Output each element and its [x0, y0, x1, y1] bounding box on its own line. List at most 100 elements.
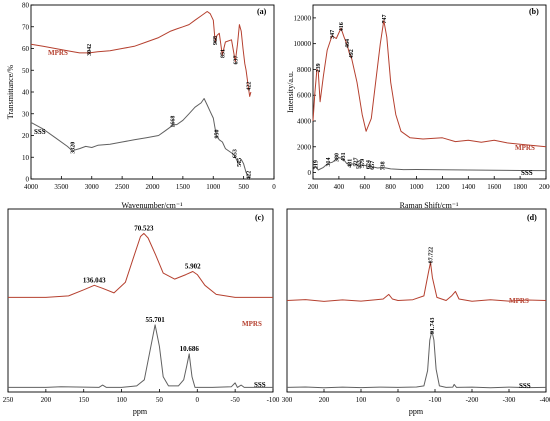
peak-label: 624 — [366, 160, 372, 169]
peak-label: 10.686 — [180, 345, 200, 353]
peak-label: 579 — [360, 159, 366, 168]
panel-a-series — [30, 11, 252, 178]
panel-c-series-label-mprs: MPRS — [242, 320, 262, 328]
y-tick-label: 8000 — [297, 66, 312, 74]
peak-label: 464 — [345, 39, 351, 48]
x-tick-label: 4000 — [24, 183, 39, 191]
y-tick-label: 6000 — [297, 92, 312, 100]
peak-label: 492 — [349, 49, 355, 58]
x-tick-label: 2000 — [146, 183, 161, 191]
x-tick-label: 200 — [308, 183, 319, 191]
x-tick-label: 800 — [385, 183, 396, 191]
x-tick-label: 100 — [356, 396, 367, 404]
panel-b-series-label-sss: SSS — [521, 169, 533, 177]
panel-d-series-label-mprs: MPRS — [509, 297, 529, 305]
panel-c-axes: 250 200 150 100 50 0 -50 -100 — [3, 389, 280, 404]
panel-a-xlabel: Wavenumber/cm⁻¹ — [121, 201, 183, 210]
panel-c-tag: (c) — [255, 213, 264, 222]
series-line-mprs — [312, 20, 547, 148]
x-tick-label: -50 — [230, 396, 240, 404]
x-tick-label: 400 — [334, 183, 345, 191]
peak-label: 553 — [357, 160, 363, 169]
x-tick-label: 1600 — [487, 183, 502, 191]
peak-label: 3042 — [87, 44, 93, 56]
peak-label: 5.902 — [185, 263, 201, 271]
peak-label: 314 — [326, 158, 332, 167]
x-tick-label: 1000 — [206, 183, 221, 191]
series-line-mprs — [286, 261, 547, 302]
peak-label: 481 — [347, 159, 353, 168]
x-tick-label: -300 — [503, 396, 516, 404]
panel-a-ylabel: Transmittance/% — [6, 64, 15, 119]
peak-label: 747 — [382, 15, 388, 24]
panel-d-xlabel: ppm — [409, 407, 424, 416]
panel-b-frame — [312, 4, 547, 180]
y-tick-label: 40 — [22, 89, 30, 97]
x-tick-label: 300 — [282, 396, 293, 404]
y-tick-label: 80 — [22, 2, 30, 10]
x-tick-label: 100 — [116, 396, 127, 404]
x-tick-label: 3000 — [85, 183, 100, 191]
panel-d-series — [286, 261, 547, 389]
x-tick-label: 500 — [238, 183, 249, 191]
panel-b-tag: (b) — [529, 7, 539, 16]
x-tick-label: 2500 — [115, 183, 130, 191]
panel-b-ylabel: Intensity/a.u. — [286, 71, 295, 113]
panel-c-annotations: 136.043 70.523 5.902 55.701 10.686 — [83, 224, 201, 353]
x-tick-label: 1500 — [176, 183, 191, 191]
series-line-sss — [30, 98, 250, 178]
series-line-sss — [286, 330, 547, 389]
peak-label: -87.722 — [429, 247, 435, 266]
panel-d-annotations: -87.722 91.743 — [429, 247, 436, 334]
x-tick-label: -100 — [429, 396, 442, 404]
x-tick-label: 2000 — [539, 183, 550, 191]
y-tick-label: 10000 — [294, 40, 312, 48]
y-tick-label: 4000 — [297, 118, 312, 126]
x-tick-label: 200 — [41, 396, 52, 404]
panel-a-axes: 4000 3500 3000 2500 2000 1500 1000 500 0 0 10 20 304… — [22, 2, 276, 192]
peak-label: 219 — [314, 160, 320, 169]
peak-label: 657 — [370, 161, 376, 170]
peak-label: 416 — [339, 22, 345, 31]
y-tick-label: 0 — [308, 169, 312, 177]
peak-label: 527 — [353, 158, 359, 167]
peak-label: 950 — [214, 130, 220, 139]
peak-label: 575 — [237, 158, 243, 167]
x-tick-label: -400 — [540, 396, 550, 404]
x-tick-label: 50 — [156, 396, 164, 404]
x-tick-label: 150 — [78, 396, 89, 404]
peak-label: 55.701 — [145, 316, 165, 324]
panel-a-series-label-sss: SSS — [34, 128, 46, 136]
x-tick-label: 3500 — [54, 183, 69, 191]
panel-c-frame — [7, 208, 274, 393]
peak-label: 91.743 — [430, 318, 436, 335]
peak-label: 3320 — [70, 142, 76, 154]
x-tick-label: 1200 — [435, 183, 450, 191]
panel-b-axes: 200 400 600 800 1000 1200 1400 1600 1800 2000 0 200… — [294, 14, 550, 191]
series-line-sss — [8, 324, 273, 388]
y-tick-label: 60 — [22, 45, 30, 53]
x-tick-label: 0 — [272, 183, 276, 191]
peak-label: 653 — [232, 149, 238, 158]
x-tick-label: 0 — [196, 396, 200, 404]
y-tick-label: 10 — [22, 154, 30, 162]
x-tick-label: -100 — [267, 396, 280, 404]
panel-b: (b) 200 400 600 800 1000 1200 1400 1600 1800 200 0… — [286, 4, 550, 210]
y-tick-label: 20 — [22, 132, 30, 140]
panel-d-axes: 300 200 100 0 -100 -200 -300 -400 — [282, 389, 550, 404]
y-tick-label: 70 — [22, 23, 30, 31]
x-tick-label: 200 — [319, 396, 330, 404]
panel-c-series-label-sss: SSS — [254, 381, 266, 389]
x-tick-label: 600 — [360, 183, 371, 191]
panel-a-series-label-mprs: MPRS — [48, 49, 68, 57]
x-tick-label: 250 — [3, 396, 14, 404]
series-line-sss — [312, 157, 547, 172]
panel-b-series-label-mprs: MPRS — [515, 144, 535, 152]
peak-label: 380 — [334, 153, 340, 162]
panel-a: (a) 4000 3500 3000 2500 2000 1500 1000 500 0 0 10 2… — [6, 2, 276, 211]
panel-c: (c) 250 200 150 100 50 0 -50 -100 136.043 70.523… — [3, 208, 280, 416]
peak-label: 738 — [381, 161, 387, 170]
y-tick-label: 0 — [26, 176, 30, 184]
